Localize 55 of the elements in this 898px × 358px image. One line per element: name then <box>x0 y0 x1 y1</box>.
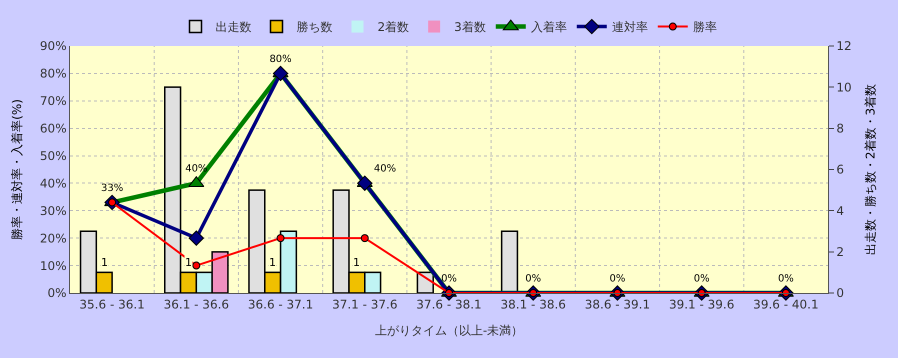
y2-tick-label: 0 <box>836 286 844 300</box>
y-tick-label: 30% <box>40 204 67 218</box>
x-tick-label: 38.1 - 38.6 <box>500 297 566 312</box>
x-tick-label: 35.6 - 36.1 <box>79 297 145 312</box>
data-label: 80% <box>269 54 292 65</box>
data-label: 0% <box>525 273 542 284</box>
y2-tick-label: 12 <box>836 39 852 54</box>
y2-tick-label: 2 <box>836 245 844 260</box>
data-label: 0% <box>610 273 626 284</box>
data-label: 1 <box>353 256 360 269</box>
y-tick-label: 60% <box>40 122 67 136</box>
data-label: 1 <box>185 256 192 269</box>
point <box>357 176 372 191</box>
x-tick-label: 38.6 - 39.1 <box>584 297 650 312</box>
y2-tick-label: 8 <box>836 122 844 136</box>
data-label: 0% <box>694 273 710 284</box>
x-tick-label: 36.6 - 37.1 <box>248 297 314 312</box>
x-tick-label: 39.6 - 40.1 <box>753 297 819 312</box>
point <box>188 230 204 246</box>
x-tick-label: 39.1 - 39.6 <box>668 297 734 312</box>
y2-tick-label: 10 <box>836 80 852 94</box>
legend-label: 入着率 <box>530 20 567 34</box>
legend-label: 勝ち数 <box>296 20 332 34</box>
y-tick-label: 40% <box>40 176 67 190</box>
x-tick-label: 36.1 - 36.6 <box>164 297 230 312</box>
legend-label: 2着数 <box>378 20 410 34</box>
legend-label: 3着数 <box>454 20 486 34</box>
y2-axis-title: 出走数・勝ち数・2着数・3着数 <box>864 84 878 256</box>
data-label: 33% <box>100 182 124 194</box>
legend-label: 出走数 <box>216 20 252 34</box>
y-tick-label: 10% <box>40 258 67 273</box>
point <box>192 262 200 270</box>
data-label: 0% <box>778 273 794 284</box>
x-tick-label: 37.1 - 37.6 <box>332 297 398 312</box>
data-label: 1 <box>101 256 108 269</box>
y2-tick-label: 4 <box>836 204 844 218</box>
y-tick-label: 0% <box>48 286 67 300</box>
y-tick-label: 80% <box>40 66 67 81</box>
point <box>276 234 285 242</box>
data-label: 40% <box>374 164 396 175</box>
x-axis-title: 上がりタイム（以上-未満） <box>374 323 524 338</box>
point <box>360 234 369 242</box>
legend-label: 勝率 <box>692 20 717 34</box>
y2-tick-label: 6 <box>836 162 844 177</box>
point <box>272 66 288 82</box>
y-tick-label: 20% <box>40 231 67 246</box>
y-axis-title: 勝率・連対率・入着率(%) <box>10 99 24 240</box>
bar <box>500 230 518 293</box>
data-label: 1 <box>269 256 276 269</box>
y-tick-label: 50% <box>40 148 67 163</box>
y-tick-label: 70% <box>40 94 67 108</box>
legend-label: 連対率 <box>612 20 648 34</box>
x-tick-label: 37.6 - 38.1 <box>416 297 482 312</box>
y-tick-label: 90% <box>40 39 67 54</box>
data-label: 0% <box>441 273 457 284</box>
